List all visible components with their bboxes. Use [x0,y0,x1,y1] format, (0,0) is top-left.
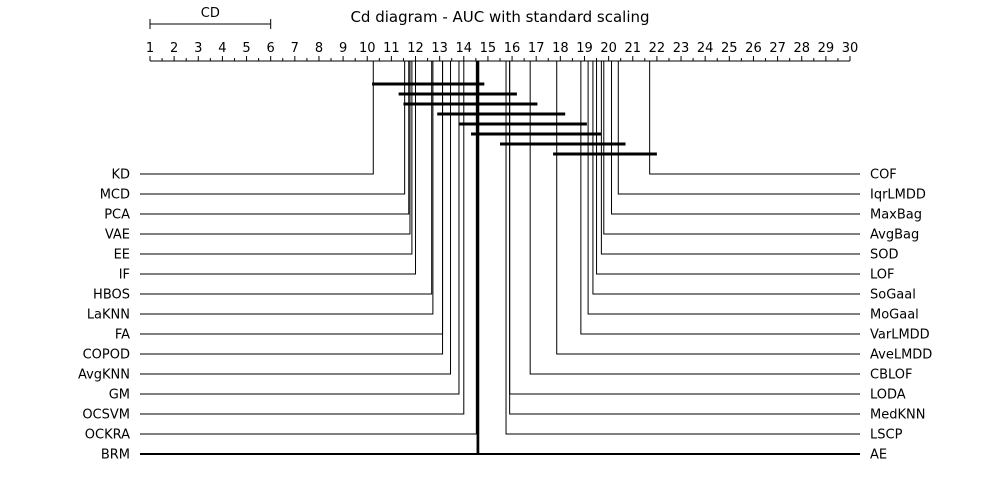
method-label: MCD [100,188,130,203]
tick-label: 11 [383,41,400,56]
method-connector [140,61,410,215]
method-label: CBLOF [870,368,913,383]
method-label: MaxBag [870,208,922,223]
tick-label: 13 [431,41,448,56]
method-label: LODA [870,388,906,403]
method-connector [596,61,860,275]
tick-label: 16 [504,41,521,56]
tick-label: 2 [170,41,178,56]
cd-label: CD [201,6,220,21]
method-label: MoGaal [870,308,919,323]
method-connector [556,61,860,355]
method-label: EE [114,248,130,263]
chart-title: Cd diagram - AUC with standard scaling [350,8,649,26]
tick-label: 14 [456,41,473,56]
method-connector [140,61,444,355]
method-label: AE [870,448,887,463]
tick-label: 25 [721,41,738,56]
tick-label: 21 [624,41,641,56]
tick-label: 12 [407,41,424,56]
tick-label: 30 [842,41,859,56]
method-connector [140,61,417,275]
tick-label: 4 [218,41,226,56]
tick-label: 20 [600,41,617,56]
method-label: AvgBag [870,228,919,243]
method-connector [140,61,452,375]
method-connector [140,61,477,435]
tick-label: 28 [793,41,810,56]
method-connector [140,61,465,415]
method-label: GM [109,388,130,403]
tick-label: 10 [359,41,376,56]
method-label: SoGaal [870,288,916,303]
tick-label: 22 [649,41,666,56]
method-label: LaKNN [87,308,130,323]
tick-label: 19 [576,41,593,56]
tick-label: 27 [769,41,786,56]
method-label: SOD [870,248,899,263]
method-connector [140,61,479,455]
method-label: AveLMDD [870,348,932,363]
method-connector [140,61,444,335]
method-label: IqrLMDD [870,188,926,203]
method-connector [140,61,433,295]
method-connector [505,61,860,435]
tick-label: 29 [818,41,835,56]
method-label: VAE [105,228,130,243]
method-connector [617,61,860,195]
tick-label: 6 [267,41,275,56]
method-connector [649,61,860,175]
tick-label: 7 [291,41,299,56]
method-label: OCSVM [82,408,130,423]
critical-difference-indicator: CD [149,6,272,29]
left-method-labels: KD MCD PCA VAE EE IF HBOS LaKNN FA COPOD AvgKNN GM O… [78,61,479,463]
method-label: VarLMDD [870,328,930,343]
right-method-labels: COF IqrLMDD MaxBag AvgBag SOD LOF SoGaal MoGaal… [477,61,932,463]
method-label: LOF [870,268,895,283]
method-connector [140,61,411,235]
method-connector [140,61,460,395]
tick-label: 17 [528,41,545,56]
method-connector [592,61,860,295]
method-label: LSCP [870,428,903,443]
method-label: OCKRA [85,428,130,443]
tick-label: 23 [673,41,690,56]
method-label: KD [111,168,130,183]
method-connector [580,61,860,335]
tick-label: 3 [194,41,202,56]
method-connector [140,61,413,255]
method-label: HBOS [93,288,130,303]
tick-label: 5 [242,41,250,56]
method-connector [140,61,374,175]
method-connector [600,61,860,255]
method-connector [140,61,406,195]
method-label: COPOD [83,348,130,363]
tick-label: 24 [697,41,714,56]
tick-label: 15 [480,41,497,56]
method-label: FA [115,328,130,343]
tick-label: 9 [339,41,347,56]
method-connector [587,61,860,315]
method-connector [509,61,860,415]
method-label: AvgKNN [78,368,130,383]
method-connector [611,61,860,215]
method-label: IF [119,268,130,283]
rank-axis: 1 2 3 4 5 6 7 8 9 10 11 12 13 14 15 16 17 18 19 20 21 22 23 24 2… [146,41,859,62]
method-label: MedKNN [870,408,925,423]
method-connector [140,61,434,315]
tick-label: 18 [552,41,569,56]
clique-bars [372,82,657,156]
method-label: PCA [104,208,130,223]
method-connector [509,61,860,395]
method-connector [477,61,860,455]
method-label: BRM [101,448,130,463]
tick-label: 1 [146,41,154,56]
method-label: COF [870,168,897,183]
tick-label: 26 [745,41,762,56]
tick-label: 8 [315,41,323,56]
method-connector [529,61,860,375]
method-connector [603,61,860,235]
